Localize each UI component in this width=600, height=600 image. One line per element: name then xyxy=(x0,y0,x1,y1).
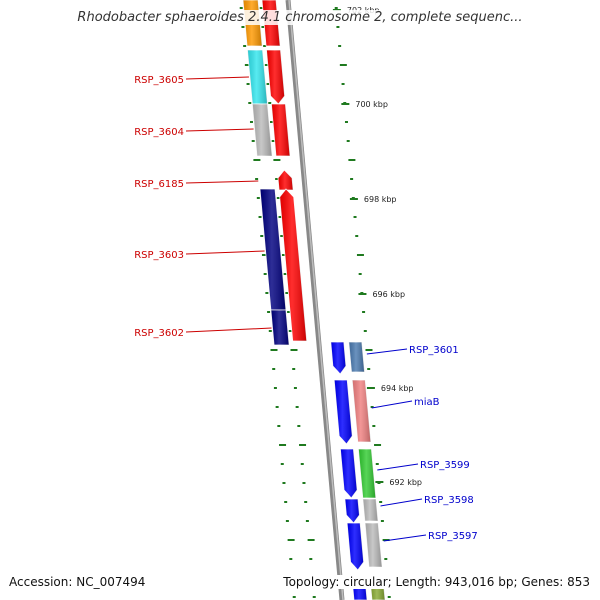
feature-rsp-3601-shade xyxy=(348,342,365,372)
gene-label-line-rsp-3599 xyxy=(377,463,419,471)
feature-rsp-3603-shade xyxy=(260,189,286,310)
feature-context-red-4 xyxy=(279,188,308,342)
feature-rsp-3605-shade xyxy=(247,50,268,104)
feature-rsp-3598 xyxy=(362,498,379,522)
gene-label-rsp-3599: RSP_3599 xyxy=(377,460,470,471)
gene-label-rsp-3605: RSP_3605 xyxy=(134,75,249,86)
gene-label-line-miab xyxy=(371,400,413,409)
feature-context-blue-4-shade xyxy=(344,499,360,523)
feature-rsp-3602 xyxy=(270,309,290,346)
feature-context-blue-5 xyxy=(346,522,365,571)
scale-label: 692 kbp xyxy=(389,478,422,487)
feature-context-red-4-shade xyxy=(279,189,307,341)
feature-context-red-2-shade xyxy=(266,50,285,104)
scale-label: 696 kbp xyxy=(372,290,405,299)
gene-label-line-rsp-6185 xyxy=(185,180,259,184)
gene-label-rsp-3598: RSP_3598 xyxy=(380,495,474,507)
feature-context-blue-1-shade xyxy=(330,342,346,374)
feature-context-blue-2-shade xyxy=(334,380,353,444)
gene-label-text-rsp-3601: RSP_3601 xyxy=(409,345,459,356)
feature-rsp-3599 xyxy=(357,448,377,499)
gene-label-text-rsp-3598: RSP_3598 xyxy=(424,495,474,506)
backbone xyxy=(285,0,345,600)
accession-text: Accession: NC_007494 xyxy=(9,575,146,589)
feature-miab-shade xyxy=(352,380,371,442)
gene-label-text-rsp-3602: RSP_3602 xyxy=(134,328,184,339)
feature-miab xyxy=(351,379,372,443)
feature-rsp-6185-shade xyxy=(278,170,294,190)
gene-label-line-rsp-3601 xyxy=(366,348,408,355)
feature-context-red-3 xyxy=(270,103,291,157)
feature-rsp-3599-shade xyxy=(358,449,376,498)
feature-rsp-3597-shade xyxy=(365,523,382,567)
gene-label-text-rsp-3603: RSP_3603 xyxy=(134,250,184,261)
gene-label-rsp-3602: RSP_3602 xyxy=(134,327,272,339)
gene-label-rsp-3601: RSP_3601 xyxy=(366,345,459,356)
feature-context-red-3-shade xyxy=(271,104,290,156)
gene-label-text-rsp-3599: RSP_3599 xyxy=(420,460,470,471)
gene-label-line-rsp-3603 xyxy=(185,250,265,255)
backbone-highlight xyxy=(288,0,344,600)
gene-label-line-rsp-3602 xyxy=(185,327,272,333)
gene-label-line-rsp-3604 xyxy=(185,128,254,132)
gene-label-rsp-3604: RSP_3604 xyxy=(134,127,254,138)
feature-rsp-3604 xyxy=(251,103,273,157)
gene-label-text-rsp-6185: RSP_6185 xyxy=(134,179,184,190)
feature-context-blue-4 xyxy=(344,498,360,524)
gene-label-rsp-6185: RSP_6185 xyxy=(134,179,259,190)
topology-text: Topology: circular; Length: 943,016 bp; … xyxy=(283,575,590,589)
scale-label: 700 kbp xyxy=(355,100,388,109)
gene-label-line-rsp-3597 xyxy=(383,534,427,542)
feature-context-blue-2 xyxy=(333,379,353,445)
feature-rsp-3604-shade xyxy=(252,104,272,156)
feature-rsp-6185 xyxy=(277,169,294,191)
labels: RSP_3605 RSP_3604 RSP_6185 RSP_3603 RSP_3602… xyxy=(134,6,478,542)
feature-rsp-3601 xyxy=(348,341,365,373)
feature-rsp-3598-shade xyxy=(362,499,378,521)
gene-label-text-rsp-3605: RSP_3605 xyxy=(134,75,184,86)
scale-label: 694 kbp xyxy=(381,384,414,393)
feature-context-blue-1 xyxy=(330,341,347,375)
gene-label-rsp-3603: RSP_3603 xyxy=(134,250,265,261)
features xyxy=(242,0,386,600)
gene-label-rsp-3597: RSP_3597 xyxy=(383,531,478,542)
feature-rsp-3597 xyxy=(364,522,383,568)
feature-context-blue-3-shade xyxy=(340,449,358,498)
gene-label-text-miab: miaB xyxy=(414,397,440,408)
gene-label-line-rsp-3598 xyxy=(380,498,423,507)
scale-label: 698 kbp xyxy=(364,195,397,204)
feature-context-blue-3 xyxy=(339,448,358,499)
gene-label-miab: miaB xyxy=(371,397,440,409)
feature-rsp-3605 xyxy=(247,49,268,105)
feature-context-blue-5-shade xyxy=(347,523,364,570)
gene-label-text-rsp-3597: RSP_3597 xyxy=(428,531,478,542)
map-title: Rhodobacter sphaeroides 2.4.1 chromosome… xyxy=(0,10,600,25)
backbone-line xyxy=(285,0,345,600)
gene-label-line-rsp-3605 xyxy=(185,76,249,80)
gene-label-text-rsp-3604: RSP_3604 xyxy=(134,127,184,138)
feature-context-red-2 xyxy=(266,49,286,105)
feature-rsp-3602-shade xyxy=(270,310,290,345)
